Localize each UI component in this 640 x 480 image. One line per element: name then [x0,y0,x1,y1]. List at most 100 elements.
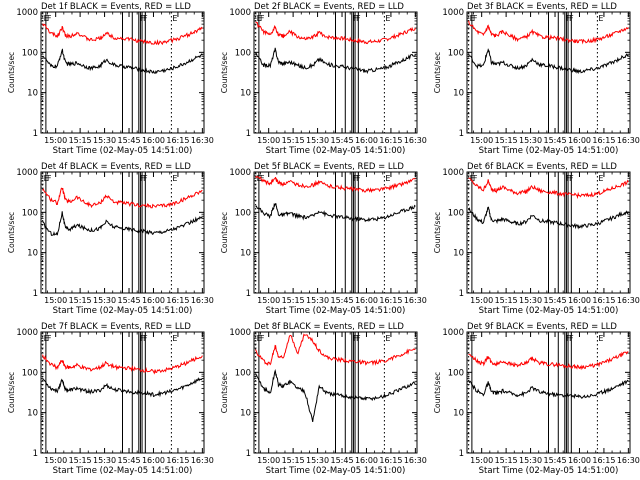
chart-panel-5: Det 5f BLACK = Events, RED = LLD Counts/s… [220,162,427,316]
marker-flag-label: E [172,334,177,343]
x-tick-label: 15:15 [495,456,518,465]
marker-flag-label: E [470,174,475,183]
x-tick-label: 15:45 [117,296,140,305]
plot-frame [40,331,205,454]
plot-frame [253,171,418,294]
x-tick-label: 16:30 [404,136,427,145]
x-tick-label: 15:15 [69,136,92,145]
marker-flag-label: F [356,334,361,343]
y-tick-label: 10 [453,409,464,419]
x-tick-label: 16:30 [404,456,427,465]
series-line-red [255,333,416,367]
marker-flag-label: F [140,14,145,23]
marker-flag-label: E [598,14,603,23]
x-tick-label: 16:30 [404,296,427,305]
series-line-black [42,48,203,75]
series-line-red [468,20,629,45]
x-tick-label: 16:15 [592,296,615,305]
x-tick-label: 15:00 [44,456,67,465]
x-tick-label: 16:00 [355,296,378,305]
x-tick-label: 15:00 [257,296,280,305]
marker-flag-label: F [140,334,145,343]
marker-flag-label: E [257,334,262,343]
marker-flag-label: F [140,174,145,183]
chart-title: Det 1f BLACK = Events, RED = LLD [41,2,191,12]
marker-flag-label: F [143,334,148,343]
plot-frame [466,331,631,454]
x-tick-label: 15:30 [93,136,116,145]
x-axis-label: Start Time (02-May-05 14:51:00) [266,306,406,316]
x-axis-label: Start Time (02-May-05 14:51:00) [479,306,619,316]
y-axis-label: Counts/sec [433,372,442,413]
marker-flag-label: F [569,14,574,23]
series-line-black [468,48,629,75]
series-line-black [255,368,416,422]
x-tick-label: 15:15 [495,136,518,145]
x-tick-label: 16:30 [617,456,640,465]
series-line-red [255,21,416,45]
y-tick-label: 1000 [16,8,38,18]
x-tick-label: 15:15 [495,296,518,305]
x-tick-label: 16:15 [592,136,615,145]
marker-flag-label: F [47,14,52,23]
x-tick-label: 16:00 [142,136,165,145]
x-tick-label: 15:00 [470,136,493,145]
y-tick-label: 100 [22,208,38,218]
chart-panel-2: Det 2f BLACK = Events, RED = LLD Counts/s… [220,2,427,156]
x-tick-label: 15:00 [470,296,493,305]
y-tick-label: 100 [235,48,251,58]
y-axis-label: Counts/sec [220,372,229,413]
x-tick-label: 15:00 [257,136,280,145]
series-line-red [42,23,203,46]
y-tick-label: 1 [459,289,464,299]
x-tick-label: 16:30 [617,296,640,305]
marker-flag-label: F [569,174,574,183]
chart-panel-1: Det 1f BLACK = Events, RED = LLD Counts/s… [7,2,214,156]
marker-flag-label: F [356,174,361,183]
marker-flag-label: E [385,14,390,23]
marker-flag-label: E [44,334,49,343]
x-tick-label: 15:15 [282,136,305,145]
chart-panel-4: Det 4f BLACK = Events, RED = LLD Counts/s… [7,162,214,316]
x-axis-label: Start Time (02-May-05 14:51:00) [479,466,619,476]
y-axis-label: Counts/sec [220,52,229,93]
x-tick-label: 15:30 [93,456,116,465]
marker-flag-label: F [143,174,148,183]
x-axis-label: Start Time (02-May-05 14:51:00) [266,146,406,156]
x-tick-label: 16:15 [379,456,402,465]
chart-panel-9: Det 9f BLACK = Events, RED = LLD Counts/s… [433,322,640,476]
x-tick-label: 16:30 [617,136,640,145]
marker-flag-label: F [353,174,358,183]
y-tick-label: 10 [27,89,38,99]
marker-flag-label: F [260,334,265,343]
x-tick-label: 15:45 [543,296,566,305]
series-line-black [468,379,629,399]
marker-flag-label: E [172,14,177,23]
y-tick-label: 10 [453,249,464,259]
x-tick-label: 16:00 [568,136,591,145]
x-tick-label: 16:30 [191,456,214,465]
y-tick-label: 1000 [229,168,251,178]
marker-flag-label: F [569,334,574,343]
series-line-red [468,177,629,200]
chart-title: Det 2f BLACK = Events, RED = LLD [254,2,404,12]
y-axis-label: Counts/sec [433,212,442,253]
marker-flag-label: F [473,174,478,183]
marker-flag-label: F [260,174,265,183]
marker-flag-label: F [353,14,358,23]
x-tick-label: 15:00 [44,136,67,145]
x-tick-label: 15:45 [330,456,353,465]
series-line-black [42,211,203,236]
x-tick-label: 15:30 [519,136,542,145]
marker-flag-label: E [257,14,262,23]
chart-title: Det 8f BLACK = Events, RED = LLD [254,322,404,332]
y-tick-label: 1 [246,129,251,139]
y-tick-label: 1000 [442,328,464,338]
series-line-red [468,351,629,371]
marker-flag-label: F [473,14,478,23]
y-tick-label: 10 [240,249,251,259]
x-tick-label: 15:30 [519,296,542,305]
x-tick-label: 16:00 [355,456,378,465]
plot-frame [253,331,418,454]
